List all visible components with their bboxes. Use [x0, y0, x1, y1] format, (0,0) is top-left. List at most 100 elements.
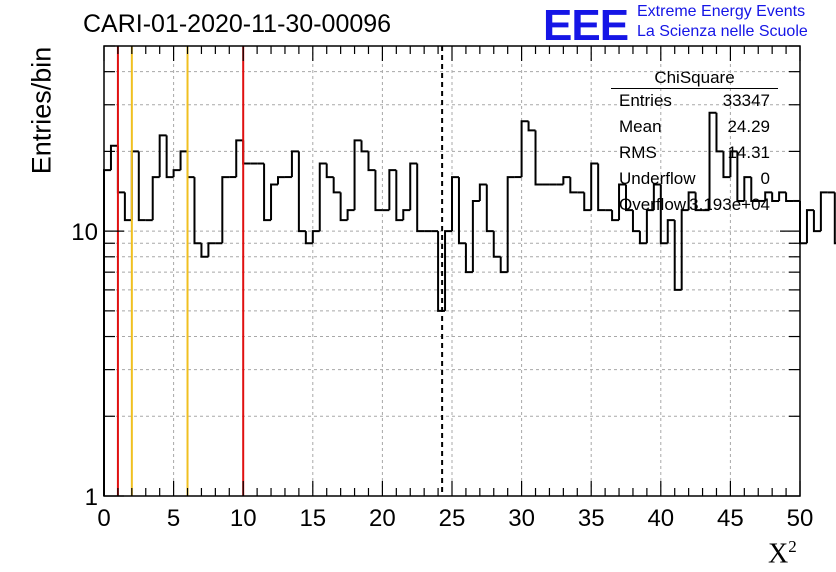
histogram-bin: [304, 231, 313, 245]
histogram-bin: [805, 209, 814, 244]
histogram-bin: [367, 151, 376, 172]
histogram-bin: [297, 151, 306, 233]
histogram-bin: [464, 243, 473, 274]
histogram-bin: [771, 192, 780, 202]
histogram-bin: [583, 192, 592, 212]
histogram-bin: [687, 191, 696, 211]
x-tick-label: 45: [717, 505, 744, 532]
stats-row: Mean 24.29: [619, 117, 770, 136]
y-tick-label: 10: [71, 219, 98, 246]
histogram-bin: [778, 191, 787, 201]
histogram-bin: [618, 183, 626, 221]
y-tick-label: 1: [85, 484, 98, 511]
histogram-bin: [764, 191, 773, 201]
histogram-bin: [785, 192, 794, 202]
histogram-bin: [409, 162, 418, 211]
histogram-bin: [645, 209, 654, 244]
histogram-bin: [457, 177, 466, 245]
histogram-bin: [534, 130, 543, 186]
reference-lines: [116, 46, 444, 496]
x-tick-label: 30: [508, 505, 535, 532]
stats-row: Entries 33347: [619, 91, 770, 110]
histogram-bin: [277, 176, 285, 185]
histogram-bin: [736, 151, 745, 202]
histogram-bin: [332, 177, 341, 194]
histogram-bin: [151, 176, 160, 221]
histogram-bin: [346, 209, 355, 221]
x-tick-label: 10: [230, 505, 257, 532]
tick-labels: 0 5 10 15 20 25 30 35 40 45 50 1 10: [71, 219, 813, 532]
histogram-bin: [590, 162, 599, 211]
histogram-bin: [569, 177, 578, 194]
histogram-bin: [729, 150, 738, 178]
histogram-bin: [812, 210, 821, 233]
histogram-bin: [165, 135, 174, 179]
histogram-bin: [207, 242, 216, 257]
x-tick-label: 50: [787, 505, 814, 532]
histogram-bin: [193, 177, 202, 245]
histogram-bin: [388, 169, 397, 211]
histogram-bin: [625, 184, 633, 212]
histogram-bin: [506, 176, 515, 273]
histogram-bin: [137, 151, 146, 222]
stats-row: RMS 14.31: [619, 143, 770, 162]
histogram-bin: [631, 210, 640, 233]
histogram-bin: [451, 176, 459, 232]
histogram-bin: [416, 163, 425, 233]
histogram-bin: [680, 209, 689, 290]
x-tick-label: 20: [369, 505, 396, 532]
histogram-bin: [221, 176, 230, 244]
histogram-bin: [374, 170, 383, 212]
histogram-bin: [130, 150, 139, 221]
histogram-bin: [562, 176, 571, 185]
chart-title: CARI-01-2020-11-30-00096: [83, 10, 392, 38]
histogram-bin: [638, 231, 647, 245]
histogram-bin: [103, 169, 111, 496]
histogram-bin: [833, 192, 836, 245]
logo-line-2: La Scienza nelle Scuole: [637, 23, 808, 40]
histogram-bin: [499, 256, 508, 274]
histogram-bin: [290, 150, 299, 178]
histogram-bin: [158, 134, 167, 178]
histogram-bin: [179, 150, 188, 171]
histogram-bin: [402, 209, 411, 221]
histogram-bin: [311, 230, 320, 244]
histogram-bin: [395, 170, 404, 222]
histogram-bin: [673, 220, 682, 291]
histogram-bin: [339, 192, 348, 222]
histogram-bin: [263, 163, 272, 222]
x-tick-label: 15: [299, 505, 326, 532]
histogram-bin: [318, 162, 327, 232]
histogram-bin: [186, 151, 195, 179]
histogram-bin: [325, 163, 334, 179]
histogram-bin: [659, 184, 668, 245]
histogram-bin: [353, 139, 362, 211]
x-tick-label: 5: [167, 505, 180, 532]
histogram-bin: [200, 243, 209, 258]
histogram-bin: [520, 120, 529, 178]
histogram-bin: [611, 210, 620, 222]
histogram-bin: [750, 177, 759, 202]
histogram-bin: [597, 163, 606, 212]
stats-title: ChiSquare: [611, 68, 778, 89]
histogram-bin: [109, 144, 118, 171]
x-tick-label: 25: [439, 505, 466, 532]
histogram-bin: [123, 192, 132, 222]
y-axis-label: Entries/bin: [26, 46, 57, 175]
logo-line-1: Extreme Energy Events: [637, 3, 806, 20]
histogram-bin: [172, 169, 181, 178]
stats-row: Underflow 0: [619, 169, 770, 188]
x-tick-label: 0: [97, 505, 110, 532]
histogram-bin: [116, 145, 125, 194]
histogram-bin: [743, 176, 752, 201]
histogram-bin: [270, 183, 278, 221]
histogram-bin: [492, 231, 501, 258]
histogram-bin: [652, 183, 661, 211]
stats-box: ChiSquare Entries 33347 Mean 24.29 RMS 14.3…: [611, 68, 778, 221]
histogram-bin: [819, 191, 828, 232]
histogram-bin: [485, 184, 494, 233]
histogram-bin: [722, 151, 731, 179]
histogram-bin: [242, 140, 251, 165]
eee-logo: EEE: [543, 1, 629, 50]
